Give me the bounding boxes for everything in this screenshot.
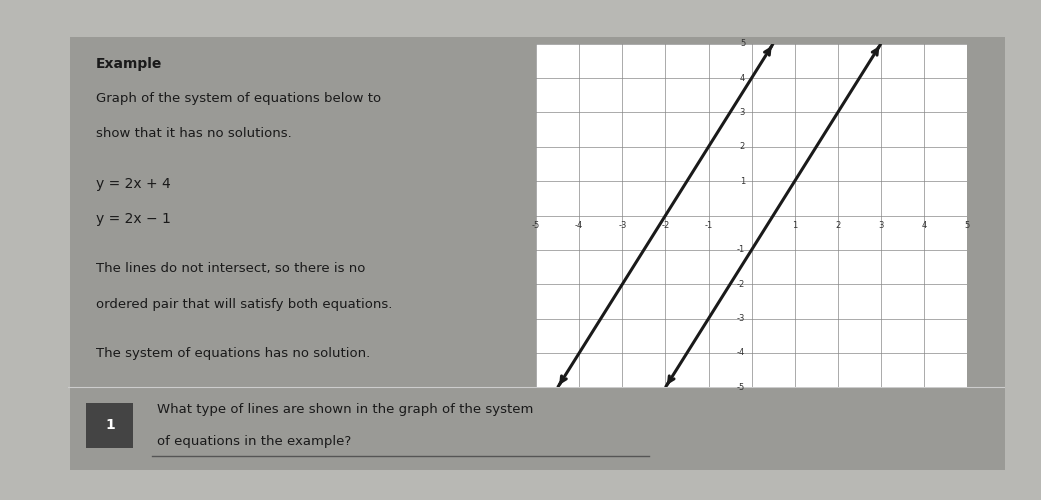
Text: What type of lines are shown in the graph of the system: What type of lines are shown in the grap… [156,402,533,415]
Text: 1: 1 [105,418,115,432]
Text: 5: 5 [964,220,970,230]
Text: 3: 3 [740,108,745,117]
Text: Graph of the system of equations below to: Graph of the system of equations below t… [96,92,381,104]
Text: -1: -1 [705,220,713,230]
Text: Example: Example [96,57,162,71]
Text: 4: 4 [740,74,745,82]
Text: -2: -2 [737,280,745,289]
Text: of equations in the example?: of equations in the example? [156,435,351,448]
Text: 1: 1 [740,176,745,186]
Text: show that it has no solutions.: show that it has no solutions. [96,127,291,140]
Text: -3: -3 [737,314,745,323]
Text: -5: -5 [532,220,540,230]
Text: -5: -5 [737,383,745,392]
Text: 4: 4 [921,220,926,230]
Text: The system of equations has no solution.: The system of equations has no solution. [96,348,370,360]
Text: -3: -3 [618,220,627,230]
Text: 5: 5 [740,39,745,48]
Text: y = 2x + 4: y = 2x + 4 [96,177,171,191]
Text: ordered pair that will satisfy both equations.: ordered pair that will satisfy both equa… [96,298,392,310]
FancyBboxPatch shape [70,37,1007,472]
Text: -2: -2 [661,220,669,230]
Text: -1: -1 [737,246,745,254]
Text: -4: -4 [575,220,583,230]
Text: 3: 3 [879,220,884,230]
FancyBboxPatch shape [86,402,133,448]
Text: y = 2x − 1: y = 2x − 1 [96,212,171,226]
Text: 1: 1 [792,220,797,230]
Text: -4: -4 [737,348,745,358]
Text: 2: 2 [835,220,840,230]
Text: The lines do not intersect, so there is no: The lines do not intersect, so there is … [96,262,365,275]
Text: 2: 2 [740,142,745,152]
